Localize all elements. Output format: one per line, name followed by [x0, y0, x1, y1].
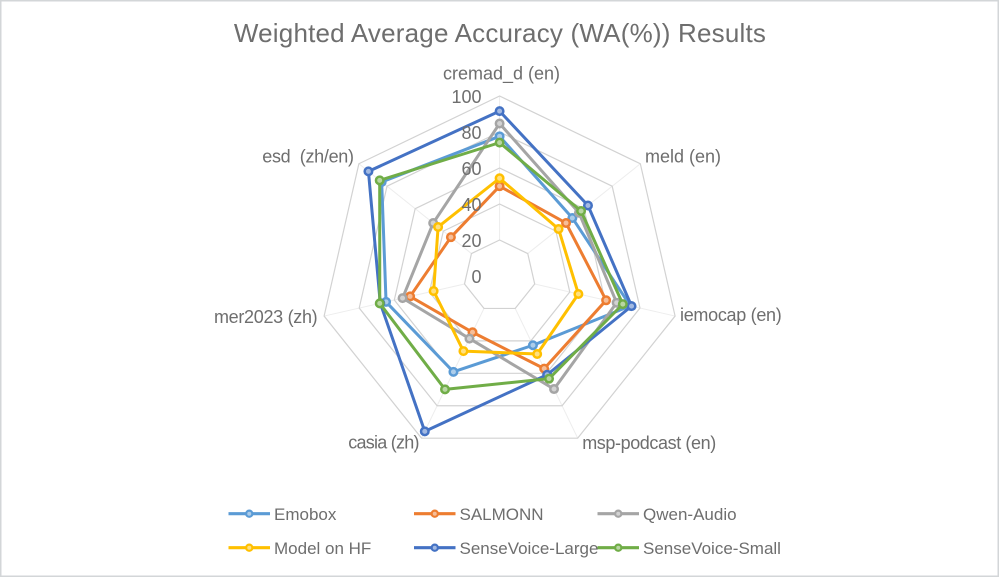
svg-text:80: 80 — [461, 123, 481, 143]
svg-text:Weighted Average Accuracy (WA(: Weighted Average Accuracy (WA(%)) Result… — [234, 18, 766, 48]
svg-text:esd (zh/en): esd (zh/en) — [262, 147, 353, 167]
svg-text:Qwen-Audio: Qwen-Audio — [643, 505, 737, 524]
svg-text:iemocap (en): iemocap (en) — [680, 305, 781, 325]
svg-text:meld (en): meld (en) — [645, 147, 721, 167]
svg-text:cremad_d (en): cremad_d (en) — [443, 64, 560, 85]
svg-text:Model on HF: Model on HF — [274, 539, 371, 558]
svg-text:SenseVoice-Small: SenseVoice-Small — [643, 539, 781, 558]
svg-text:SenseVoice-Large: SenseVoice-Large — [460, 539, 599, 558]
svg-text:casia (zh): casia (zh) — [348, 433, 419, 453]
svg-text:mer2023 (zh): mer2023 (zh) — [214, 307, 317, 327]
svg-text:msp-podcast (en): msp-podcast (en) — [582, 433, 716, 453]
svg-text:SALMONN: SALMONN — [460, 505, 544, 524]
svg-text:0: 0 — [471, 267, 481, 287]
svg-text:60: 60 — [461, 159, 481, 179]
svg-text:20: 20 — [461, 231, 481, 251]
svg-text:100: 100 — [451, 87, 481, 107]
svg-text:40: 40 — [461, 195, 481, 215]
svg-text:Emobox: Emobox — [274, 505, 337, 524]
